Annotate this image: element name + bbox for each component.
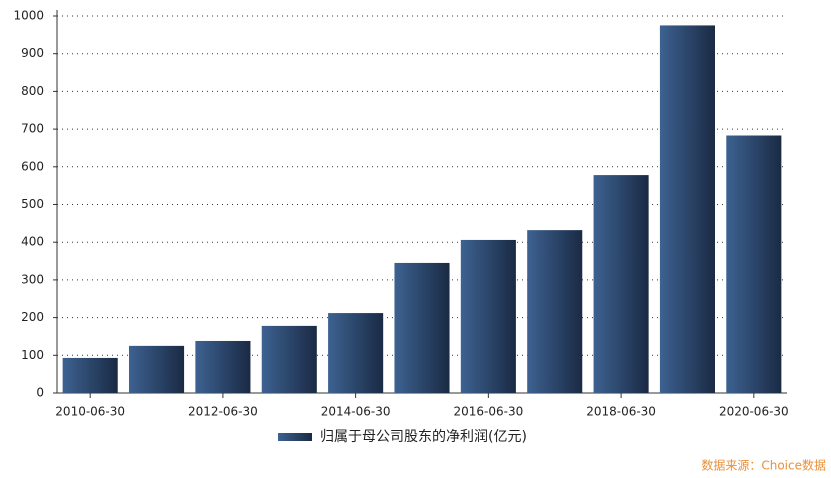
bar bbox=[659, 25, 715, 394]
y-tick-label: 900 bbox=[21, 46, 44, 60]
y-tick-label: 400 bbox=[21, 235, 44, 249]
y-tick-label: 1000 bbox=[13, 9, 44, 23]
bar bbox=[129, 345, 185, 393]
bar bbox=[527, 230, 583, 393]
bar bbox=[195, 340, 251, 393]
bar bbox=[593, 175, 649, 393]
y-tick-label: 300 bbox=[21, 272, 44, 286]
y-tick-label: 0 bbox=[36, 386, 44, 400]
source-note: 数据来源：Choice数据 bbox=[701, 458, 826, 473]
bar bbox=[460, 239, 516, 393]
bar bbox=[261, 325, 317, 393]
legend-swatch bbox=[278, 433, 312, 441]
legend-label: 归属于母公司股东的净利润(亿元) bbox=[320, 428, 527, 445]
bar bbox=[394, 262, 450, 393]
y-tick-label: 600 bbox=[21, 159, 44, 173]
y-tick-label: 700 bbox=[21, 122, 44, 136]
x-tick-label: 2018-06-30 bbox=[586, 405, 656, 419]
x-tick-label: 2020-06-30 bbox=[719, 405, 789, 419]
y-tick-label: 100 bbox=[21, 348, 44, 362]
x-tick-label: 2012-06-30 bbox=[188, 405, 258, 419]
x-tick-label: 2014-06-30 bbox=[321, 405, 391, 419]
bar bbox=[328, 313, 384, 393]
bar bbox=[726, 135, 782, 393]
y-tick-label: 500 bbox=[21, 197, 44, 211]
y-tick-label: 800 bbox=[21, 84, 44, 98]
x-tick-label: 2010-06-30 bbox=[55, 405, 125, 419]
bar bbox=[62, 357, 118, 393]
x-tick-label: 2016-06-30 bbox=[453, 405, 523, 419]
y-tick-label: 200 bbox=[21, 310, 44, 324]
